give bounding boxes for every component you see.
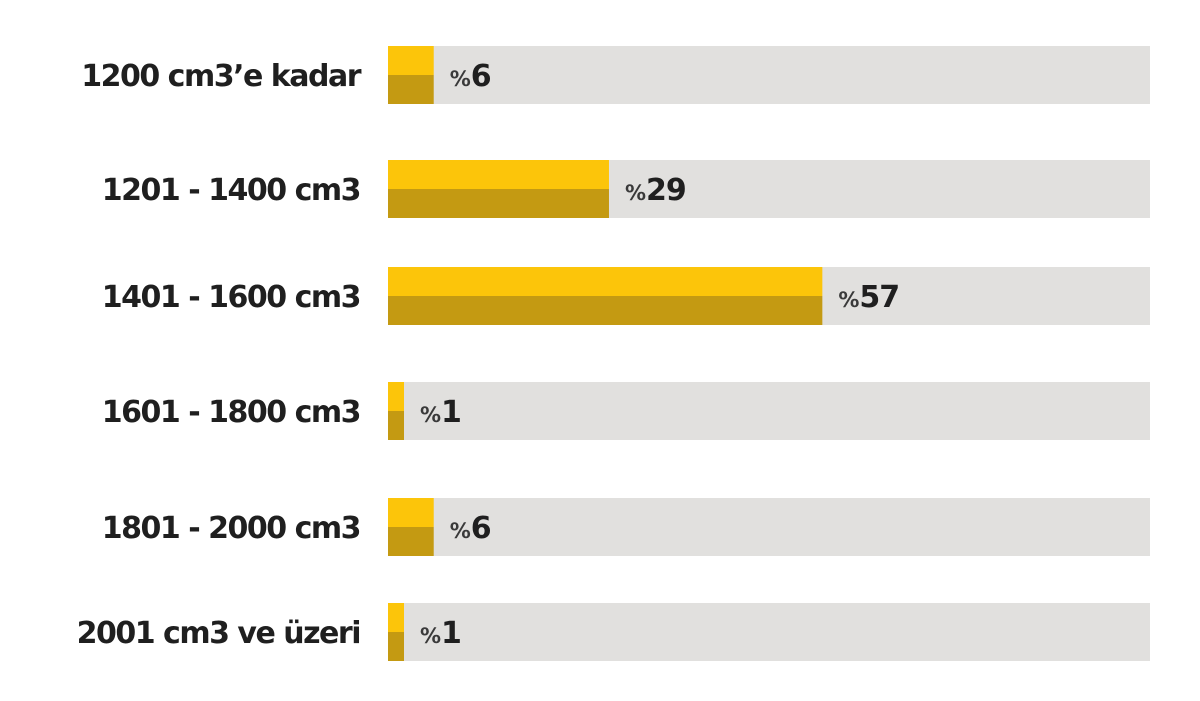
bar-top-half: [388, 498, 434, 527]
data-label-value: 57: [859, 280, 899, 315]
data-label-value: 1: [441, 616, 461, 651]
bar-bottom-half: [388, 632, 404, 661]
category-label: 1201 - 1400 cm3: [102, 173, 360, 208]
data-label: %1: [420, 395, 461, 430]
bar: [388, 267, 823, 325]
bar-row: 1801 - 2000 cm3 %6: [102, 498, 1150, 556]
data-label: %29: [625, 173, 686, 208]
bar-row: 1401 - 1600 cm3 %57: [102, 267, 1150, 325]
data-label: %57: [838, 280, 899, 315]
data-label: %6: [450, 59, 491, 94]
bar: [388, 46, 434, 104]
bar-bottom-half: [388, 411, 404, 440]
bar-row: 1201 - 1400 cm3 %29: [102, 160, 1150, 218]
data-label: %6: [450, 511, 491, 546]
bar-bottom-half: [388, 189, 609, 218]
category-label: 2001 cm3 ve üzeri: [77, 616, 360, 651]
data-label-prefix: %: [420, 403, 441, 427]
bar-row: 2001 cm3 ve üzeri %1: [77, 603, 1150, 661]
bar-track: [388, 382, 1150, 440]
data-label-prefix: %: [450, 67, 471, 91]
data-label-value: 29: [646, 173, 686, 208]
bar: [388, 498, 434, 556]
category-label: 1401 - 1600 cm3: [102, 280, 360, 315]
data-label-value: 6: [471, 59, 491, 94]
category-label: 1200 cm3’e kadar: [81, 59, 361, 94]
bar: [388, 382, 404, 440]
bar-top-half: [388, 603, 404, 632]
bar-top-half: [388, 46, 434, 75]
bar-top-half: [388, 267, 823, 296]
bar: [388, 160, 609, 218]
bar-track: [388, 603, 1150, 661]
bar-top-half: [388, 160, 609, 189]
data-label-prefix: %: [450, 519, 471, 543]
bar-track: [388, 498, 1150, 556]
bar-track: [388, 46, 1150, 104]
bar-row: 1200 cm3’e kadar %6: [81, 46, 1150, 104]
data-label-value: 1: [441, 395, 461, 430]
data-label-prefix: %: [420, 624, 441, 648]
bar-row: 1601 - 1800 cm3 %1: [102, 382, 1150, 440]
bar-bottom-half: [388, 296, 823, 325]
bar-bottom-half: [388, 527, 434, 556]
data-label-value: 6: [471, 511, 491, 546]
category-label: 1801 - 2000 cm3: [102, 511, 360, 546]
bar-bottom-half: [388, 75, 434, 104]
data-label-prefix: %: [625, 181, 646, 205]
data-label: %1: [420, 616, 461, 651]
data-label-prefix: %: [838, 288, 859, 312]
category-label: 1601 - 1800 cm3: [102, 395, 360, 430]
bar: [388, 603, 404, 661]
bar-top-half: [388, 382, 404, 411]
